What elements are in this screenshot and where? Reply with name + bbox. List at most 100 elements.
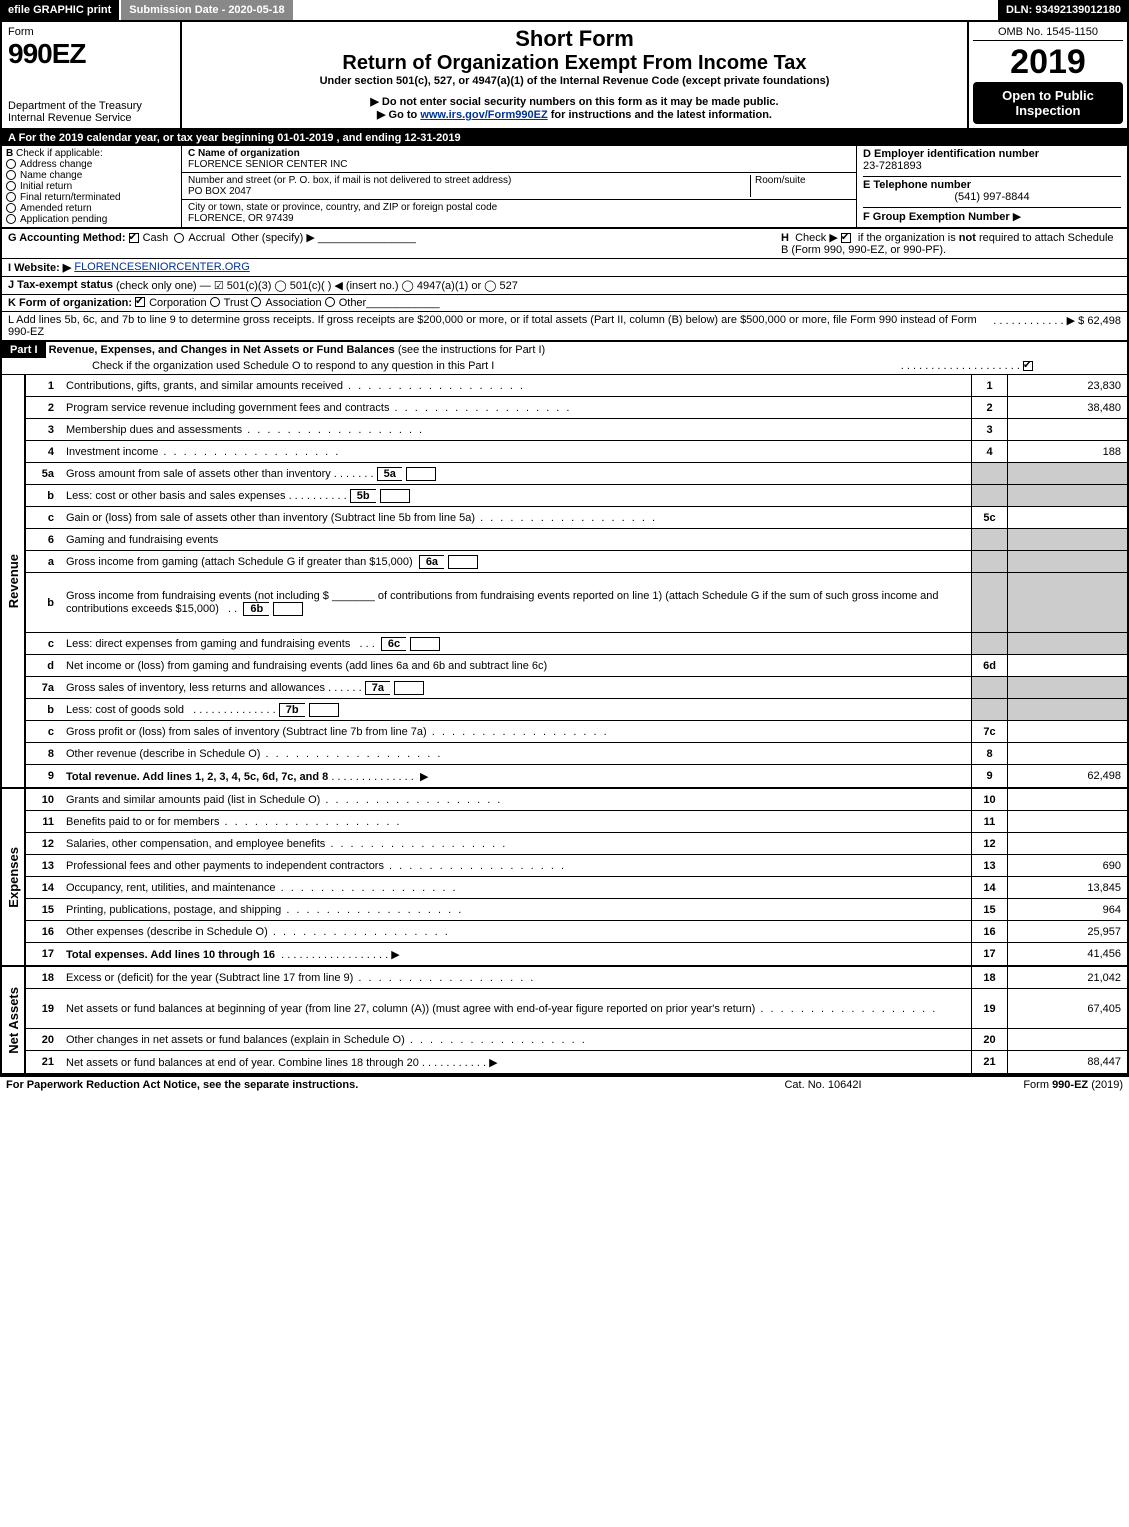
- chk-schedule-o[interactable]: [1023, 361, 1033, 371]
- chk-h[interactable]: [841, 233, 851, 243]
- line-13-num: 13: [26, 860, 62, 872]
- line-7b: b Less: cost of goods sold . . . . . . .…: [26, 699, 1127, 721]
- chk-accrual[interactable]: [174, 233, 184, 243]
- line-12-num: 12: [26, 838, 62, 850]
- chk-corp[interactable]: [135, 297, 145, 307]
- line-9: 9 Total revenue. Add lines 1, 2, 3, 4, 5…: [26, 765, 1127, 787]
- line-21: 21 Net assets or fund balances at end of…: [26, 1051, 1127, 1073]
- line-9-amt: 62,498: [1007, 765, 1127, 787]
- chk-name-change[interactable]: [6, 170, 16, 180]
- chk-trust[interactable]: [210, 297, 220, 307]
- line-14-desc: Occupancy, rent, utilities, and maintena…: [62, 880, 971, 896]
- line-6d-amt: [1007, 655, 1127, 676]
- h-label: H: [781, 232, 789, 244]
- page-footer: For Paperwork Reduction Act Notice, see …: [0, 1077, 1129, 1093]
- irs-link[interactable]: www.irs.gov/Form990EZ: [420, 109, 547, 121]
- box-6a-label: 6a: [419, 555, 444, 569]
- box-7a-label: 7a: [365, 681, 390, 695]
- form-number: 990EZ: [8, 38, 174, 70]
- line-8-amt: [1007, 743, 1127, 764]
- expenses-vlabel-col: Expenses: [2, 789, 26, 965]
- h-text1: Check ▶: [795, 232, 838, 244]
- netassets-lines: 18 Excess or (deficit) for the year (Sub…: [26, 967, 1127, 1073]
- section-b: B Check if applicable: Address change Na…: [2, 146, 182, 227]
- line-5c: c Gain or (loss) from sale of assets oth…: [26, 507, 1127, 529]
- line-20-col: 20: [971, 1029, 1007, 1050]
- line-5c-amt: [1007, 507, 1127, 528]
- line-11-desc: Benefits paid to or for members: [62, 814, 971, 830]
- revenue-section: Revenue 1 Contributions, gifts, grants, …: [2, 375, 1127, 789]
- line-11-num: 11: [26, 816, 62, 828]
- line-2-num: 2: [26, 402, 62, 414]
- line-6-col-grey: [971, 529, 1007, 550]
- row-g-h: G Accounting Method: Cash Accrual Other …: [2, 229, 1127, 259]
- k-label: K Form of organization:: [8, 297, 132, 309]
- c-addr-label: Number and street (or P. O. box, if mail…: [188, 175, 750, 186]
- line-6b-desc: Gross income from fundraising events (no…: [62, 588, 971, 618]
- line-17-col: 17: [971, 943, 1007, 965]
- org-address: PO BOX 2047: [188, 186, 750, 197]
- chk-other-org[interactable]: [325, 297, 335, 307]
- chk-app-pending[interactable]: [6, 214, 16, 224]
- line-5a-amt-grey: [1007, 463, 1127, 484]
- line-7a-desc: Gross sales of inventory, less returns a…: [62, 679, 971, 697]
- line-6a-desc: Gross income from gaming (attach Schedul…: [62, 553, 971, 571]
- line-15: 15 Printing, publications, postage, and …: [26, 899, 1127, 921]
- chk-cash[interactable]: [129, 233, 139, 243]
- revenue-vlabel-col: Revenue: [2, 375, 26, 787]
- line-17-amt: 41,456: [1007, 943, 1127, 965]
- l-val: 62,498: [1087, 315, 1121, 327]
- line-13: 13 Professional fees and other payments …: [26, 855, 1127, 877]
- line-16-col: 16: [971, 921, 1007, 942]
- line-19-desc: Net assets or fund balances at beginning…: [62, 1001, 971, 1017]
- warn-goto: ▶ Go to www.irs.gov/Form990EZ for instru…: [186, 108, 963, 121]
- line-16-desc: Other expenses (describe in Schedule O): [62, 924, 971, 940]
- efile-print-button[interactable]: efile GRAPHIC print: [0, 0, 121, 20]
- line-3-col: 3: [971, 419, 1007, 440]
- line-19-amt: 67,405: [1007, 989, 1127, 1028]
- line-3-amt: [1007, 419, 1127, 440]
- line-12-desc: Salaries, other compensation, and employ…: [62, 836, 971, 852]
- line-8-desc: Other revenue (describe in Schedule O): [62, 746, 971, 762]
- row-l: L Add lines 5b, 6c, and 7b to line 9 to …: [2, 312, 1127, 342]
- g-cash: Cash: [143, 232, 169, 244]
- line-14-amt: 13,845: [1007, 877, 1127, 898]
- line-6a: a Gross income from gaming (attach Sched…: [26, 551, 1127, 573]
- section-b-c-d: B Check if applicable: Address change Na…: [2, 146, 1127, 229]
- line-7c-num: c: [26, 726, 62, 738]
- line-a-taxyear: A For the 2019 calendar year, or tax yea…: [2, 130, 1127, 146]
- org-city: FLORENCE, OR 97439: [188, 213, 850, 224]
- line-5c-desc: Gain or (loss) from sale of assets other…: [62, 510, 971, 526]
- line-13-amt: 690: [1007, 855, 1127, 876]
- box-6c-label: 6c: [381, 637, 406, 651]
- line-6c-amt-grey: [1007, 633, 1127, 654]
- box-6b-val: [273, 602, 303, 616]
- j-label: J Tax-exempt status: [8, 279, 113, 292]
- chk-address-change[interactable]: [6, 159, 16, 169]
- dept-treasury: Department of the Treasury: [8, 100, 174, 112]
- header-right: OMB No. 1545-1150 2019 Open to Public In…: [967, 22, 1127, 128]
- line-6b: b Gross income from fundraising events (…: [26, 573, 1127, 633]
- expenses-vlabel: Expenses: [6, 847, 21, 908]
- line-5a-desc: Gross amount from sale of assets other t…: [62, 465, 971, 483]
- line-14: 14 Occupancy, rent, utilities, and maint…: [26, 877, 1127, 899]
- box-5a-val: [406, 467, 436, 481]
- org-name: FLORENCE SENIOR CENTER INC: [188, 159, 850, 170]
- header-left: Form 990EZ Department of the Treasury In…: [2, 22, 182, 128]
- line-16: 16 Other expenses (describe in Schedule …: [26, 921, 1127, 943]
- line-10-amt: [1007, 789, 1127, 810]
- chk-amended[interactable]: [6, 203, 16, 213]
- f-arrow: ▶: [1013, 211, 1021, 223]
- chk-initial-return[interactable]: [6, 181, 16, 191]
- line-6a-num: a: [26, 556, 62, 568]
- h-not: not: [959, 232, 976, 244]
- line-3: 3 Membership dues and assessments 3: [26, 419, 1127, 441]
- opt-address-change: Address change: [20, 159, 92, 170]
- website-link[interactable]: FLORENCESENIORCENTER.ORG: [74, 261, 249, 274]
- form-word: Form: [8, 26, 174, 38]
- chk-assoc[interactable]: [251, 297, 261, 307]
- line-10-col: 10: [971, 789, 1007, 810]
- footer-mid: Cat. No. 10642I: [723, 1079, 923, 1091]
- line-5a-col-grey: [971, 463, 1007, 484]
- chk-final-return[interactable]: [6, 192, 16, 202]
